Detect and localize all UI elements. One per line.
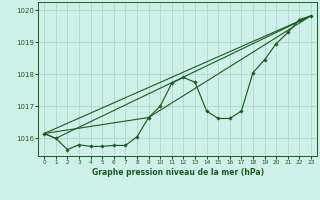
X-axis label: Graphe pression niveau de la mer (hPa): Graphe pression niveau de la mer (hPa)	[92, 168, 264, 177]
